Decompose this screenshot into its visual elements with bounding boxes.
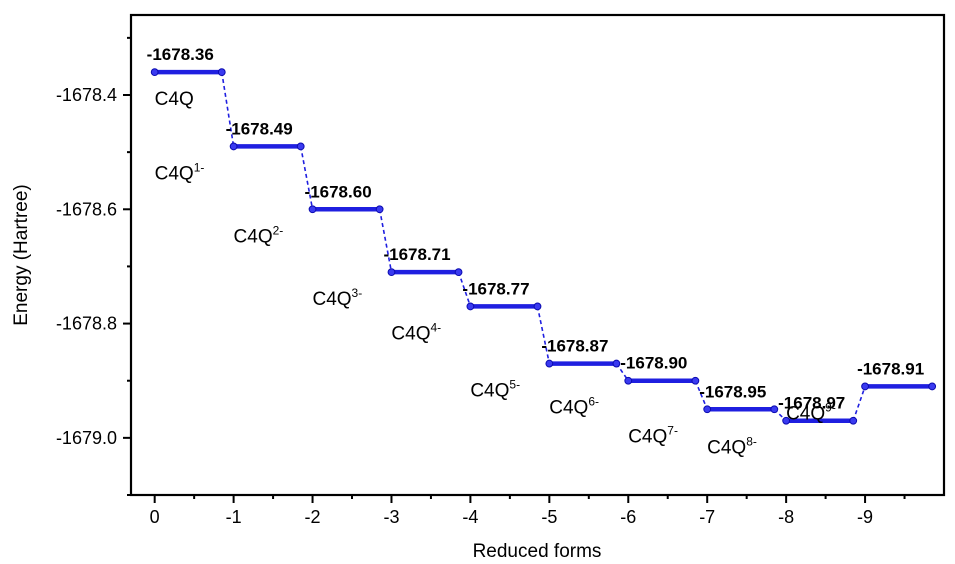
level-marker	[703, 405, 712, 414]
y-tick-label: -1678.8	[56, 314, 117, 334]
x-tick-label: 0	[150, 507, 160, 527]
energy-value-label: -1678.95	[699, 382, 766, 401]
x-tick-label: -4	[462, 507, 478, 527]
state-charge-superscript: 8-	[746, 435, 757, 449]
state-label: C4Q1-	[155, 160, 205, 184]
level-marker	[217, 68, 226, 77]
level-marker	[375, 205, 384, 214]
level-marker	[545, 359, 554, 368]
level-marker	[849, 416, 858, 425]
x-tick-label: -6	[620, 507, 636, 527]
x-tick-label: -9	[857, 507, 873, 527]
level-connector	[299, 146, 314, 210]
x-tick-label: -8	[778, 507, 794, 527]
state-charge-superscript: 2-	[273, 223, 284, 237]
state-name: C4Q	[549, 398, 588, 419]
state-name: C4Q	[391, 323, 430, 344]
state-charge-superscript: 6-	[588, 395, 599, 409]
energy-value-label: -1678.97	[778, 394, 845, 413]
energy-value-label: -1678.87	[541, 337, 608, 356]
x-axis: 0 -1 -2 -3 -4 -5 -6 -7 -8 -9	[150, 495, 906, 527]
x-axis-title: Reduced forms	[473, 541, 602, 562]
state-name: C4Q	[470, 381, 509, 402]
level-connector	[457, 271, 472, 307]
level-marker	[691, 376, 700, 385]
level-connector	[378, 209, 393, 273]
energy-value-label: -1678.71	[383, 245, 450, 264]
state-label: C4Q8-	[707, 435, 757, 459]
energy-value-label: -1678.91	[857, 359, 924, 378]
state-charge-superscript: 9-	[825, 400, 836, 414]
x-tick-label: -3	[383, 507, 399, 527]
level-connector	[694, 380, 708, 410]
level-marker	[150, 68, 159, 77]
y-tick-label: -1679.0	[56, 428, 117, 448]
state-charge-superscript: 5-	[509, 378, 520, 392]
level-marker	[928, 382, 937, 391]
state-label: C4Q2-	[234, 223, 284, 247]
state-label: C4Q5-	[470, 378, 520, 402]
level-marker	[612, 359, 621, 368]
state-charge-superscript: 4-	[430, 320, 441, 334]
state-name: C4Q	[155, 163, 194, 184]
level-marker	[624, 376, 633, 385]
state-label: C4Q9-	[786, 400, 836, 424]
level-marker	[308, 205, 317, 214]
level-marker	[782, 416, 791, 425]
y-axis-title: Energy (Hartree)	[11, 184, 32, 326]
state-name: C4Q	[628, 426, 667, 447]
state-label: C4Q3-	[312, 286, 362, 310]
state-label: C4Q7-	[628, 423, 678, 447]
state-label: C4Q	[155, 89, 194, 110]
level-marker	[770, 405, 779, 414]
state-name: C4Q	[234, 226, 273, 247]
y-tick-label: -1678.6	[56, 199, 117, 219]
y-tick-label: -1678.4	[56, 85, 117, 105]
level-marker	[229, 142, 238, 151]
x-tick-label: -7	[699, 507, 715, 527]
x-tick-label: -5	[541, 507, 557, 527]
level-marker	[861, 382, 869, 391]
state-charge-superscript: 7-	[667, 423, 678, 437]
plot-content: -1678.36C4Q-1678.49C4Q1--1678.60C4Q2--16…	[147, 45, 937, 459]
level-connector	[220, 72, 235, 147]
plot-frame	[129, 13, 946, 497]
level-marker	[296, 142, 305, 151]
state-name: C4Q	[707, 438, 746, 459]
x-tick-label: -1	[226, 507, 242, 527]
state-charge-superscript: 3-	[352, 286, 363, 300]
energy-value-label: -1678.49	[226, 119, 293, 138]
energy-value-label: -1678.60	[305, 182, 372, 201]
level-marker	[454, 268, 463, 277]
level-connector	[852, 386, 866, 421]
level-marker	[466, 302, 475, 311]
level-marker	[387, 268, 396, 277]
level-marker	[533, 302, 542, 311]
x-tick-label: -2	[305, 507, 321, 527]
state-name: C4Q	[155, 89, 194, 110]
state-label: C4Q6-	[549, 395, 599, 419]
energy-value-label: -1678.77	[462, 279, 529, 298]
energy-value-label: -1678.36	[147, 45, 214, 64]
state-charge-superscript: 1-	[194, 160, 205, 174]
state-label: C4Q4-	[391, 320, 441, 344]
level-connector	[536, 306, 551, 364]
y-axis: -1678.4 -1678.6 -1678.8 -1679.0	[56, 36, 131, 496]
state-name: C4Q	[786, 403, 825, 424]
energy-value-label: -1678.90	[620, 354, 687, 373]
state-name: C4Q	[312, 289, 351, 310]
